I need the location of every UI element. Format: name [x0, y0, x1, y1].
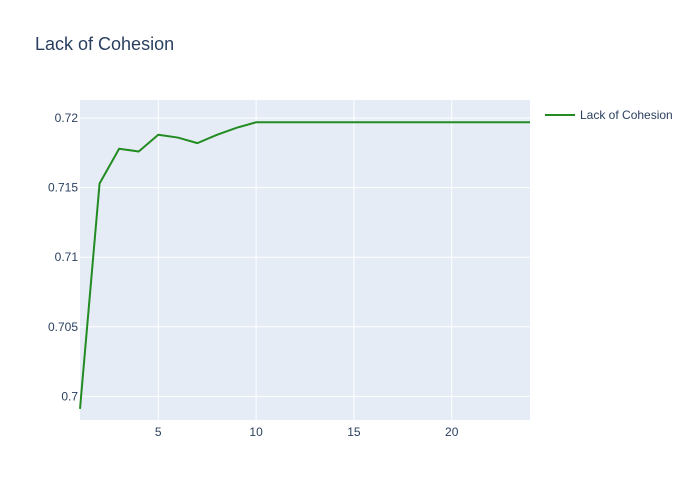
legend[interactable]: Lack of Cohesion [545, 108, 673, 122]
y-tick-label: 0.71 [55, 250, 79, 264]
y-tick-label: 0.715 [48, 181, 78, 195]
chart-title: Lack of Cohesion [35, 34, 174, 54]
x-tick-label: 5 [155, 425, 162, 439]
y-tick-label: 0.7 [61, 389, 78, 403]
plot-area [80, 100, 530, 420]
legend-label: Lack of Cohesion [580, 108, 673, 122]
y-tick-label: 0.72 [55, 111, 79, 125]
x-tick-label: 10 [249, 425, 263, 439]
series-layer [79, 121, 530, 409]
tick-labels: 0.7 0.705 0.71 0.715 0.72 5 10 15 20 [48, 111, 459, 439]
x-tick-label: 15 [347, 425, 361, 439]
x-tick-label: 20 [445, 425, 459, 439]
series-line[interactable] [79, 121, 530, 409]
y-tick-label: 0.705 [48, 320, 78, 334]
grid-lines [80, 100, 530, 420]
